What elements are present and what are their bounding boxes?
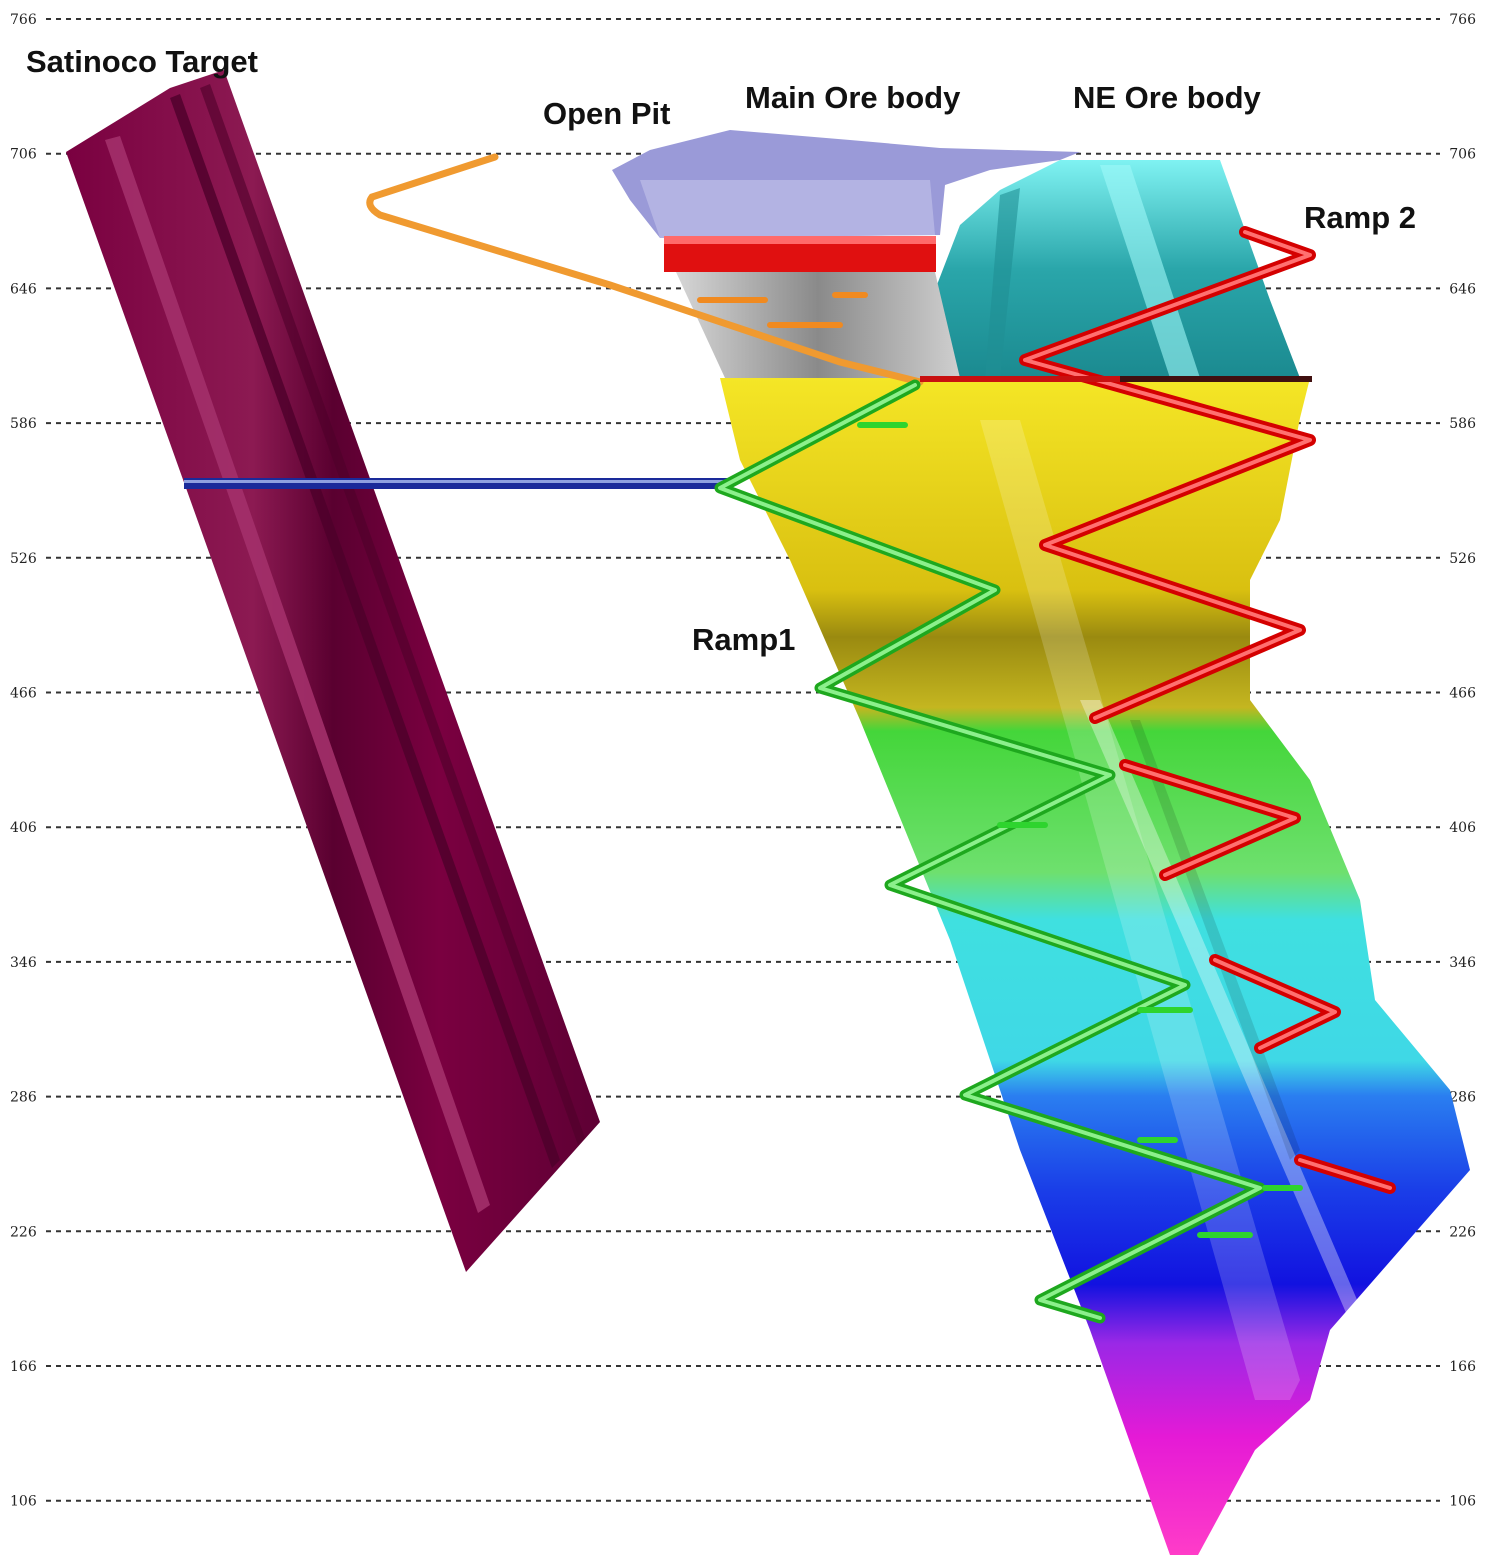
- main-ore-body: [720, 378, 1470, 1555]
- label-ne-ore-body: NE Ore body: [1073, 80, 1261, 115]
- elevation-label-right-226: 226: [1449, 1224, 1476, 1240]
- elevation-label-right-526: 526: [1449, 551, 1476, 567]
- elevation-label-right-586: 586: [1449, 416, 1476, 432]
- elevation-label-right-766: 766: [1449, 12, 1476, 28]
- elevation-label-left-286: 286: [10, 1090, 37, 1106]
- elevation-label-right-286: 286: [1449, 1090, 1476, 1106]
- blue-drive: [184, 478, 729, 489]
- elevation-label-left-526: 526: [10, 551, 37, 567]
- satinoco-target-body: [66, 70, 600, 1272]
- elevation-label-left-586: 586: [10, 416, 37, 432]
- label-satinoco-target: Satinoco Target: [26, 44, 258, 79]
- elevation-label-left-706: 706: [10, 147, 37, 163]
- label-ramp-2: Ramp 2: [1304, 200, 1416, 235]
- elevation-label-left-766: 766: [10, 12, 37, 28]
- elevation-label-left-646: 646: [10, 281, 37, 297]
- elevation-label-right-346: 346: [1449, 955, 1476, 971]
- label-main-ore-body: Main Ore body: [745, 80, 961, 115]
- ne-ore-body: [935, 160, 1300, 378]
- elevation-label-left-466: 466: [10, 686, 37, 702]
- elevation-label-left-406: 406: [10, 820, 37, 836]
- elevation-label-right-646: 646: [1449, 281, 1476, 297]
- orange-drive: [366, 153, 924, 386]
- elevation-label-left-226: 226: [10, 1224, 37, 1240]
- elevation-label-right-706: 706: [1449, 147, 1476, 163]
- elevation-label-right-406: 406: [1449, 820, 1476, 836]
- elevation-label-left-346: 346: [10, 955, 37, 971]
- label-ramp-1: Ramp1: [692, 622, 796, 657]
- ramp-1: [714, 379, 1303, 1324]
- label-open-pit: Open Pit: [543, 96, 671, 131]
- elevation-label-left-106: 106: [10, 1494, 37, 1510]
- elevation-label-right-106: 106: [1449, 1494, 1476, 1510]
- elevation-label-left-166: 166: [10, 1359, 37, 1375]
- elevation-label-right-166: 166: [1449, 1359, 1476, 1375]
- elevation-label-right-466: 466: [1449, 686, 1476, 702]
- ramp-2: [920, 226, 1396, 1194]
